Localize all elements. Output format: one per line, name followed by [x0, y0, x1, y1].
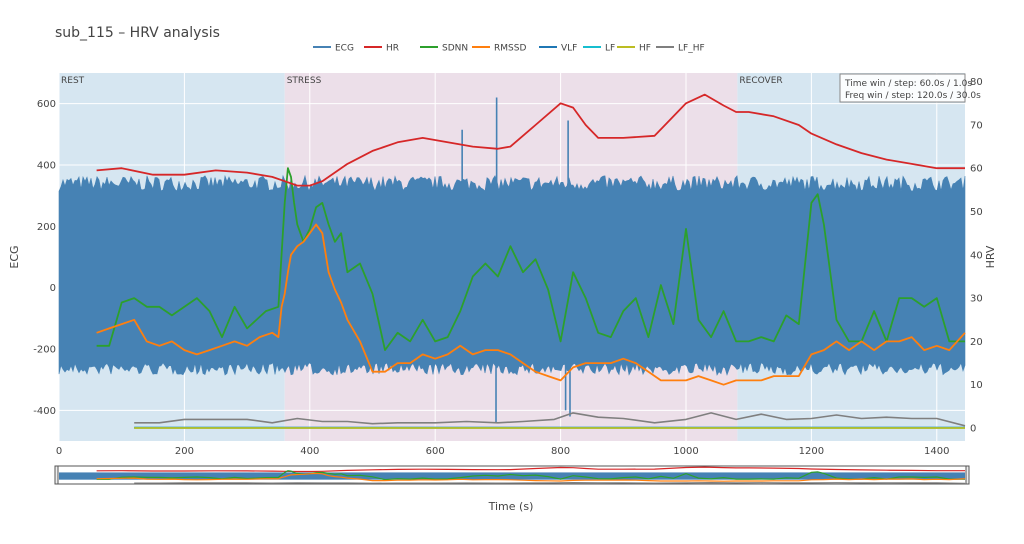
svg-text:VLF: VLF — [561, 44, 577, 54]
range-slider-lf-hf — [134, 481, 966, 484]
series-lf-hf — [134, 412, 966, 427]
x-tick-label: 1200 — [799, 446, 824, 457]
y-left-tick-label: -200 — [33, 345, 56, 356]
range-slider-sdnn — [96, 470, 965, 481]
x-tick-label: 200 — [175, 446, 194, 457]
phase-label-rest: REST — [61, 76, 85, 86]
annotation-line-2: Freq win / step: 120.0s / 30.0s — [845, 91, 981, 101]
phase-label-recover: RECOVER — [739, 76, 782, 86]
range-slider-rmssd — [96, 472, 966, 482]
y-right-tick-label: 10 — [970, 380, 983, 391]
x-tick-label: 1000 — [673, 446, 698, 457]
svg-text:LF: LF — [605, 44, 615, 54]
x-axis-label: Time (s) — [488, 500, 534, 513]
annotation-line-1: Time win / step: 60.0s / 1.0s — [844, 79, 972, 89]
legend-item-ecg[interactable]: ECG — [313, 44, 354, 54]
y-right-tick-label: 0 — [970, 424, 976, 435]
range-slider-left-handle[interactable] — [54, 465, 59, 485]
y-right-tick-label: 40 — [970, 250, 983, 261]
range-slider-right-handle[interactable] — [965, 465, 970, 485]
y-right-tick-label: 70 — [970, 120, 983, 131]
chart-title: sub_115 – HRV analysis — [55, 25, 220, 41]
y-left-tick-label: 600 — [37, 99, 56, 110]
y-axis-label-left: ECG — [8, 245, 21, 268]
y-left-tick-label: 200 — [37, 222, 56, 233]
legend-item-hf[interactable]: HF — [617, 44, 651, 54]
range-slider-hr — [96, 466, 965, 473]
window-annotation: Time win / step: 60.0s / 1.0s Freq win /… — [839, 73, 981, 103]
series-sdnn — [96, 167, 965, 351]
svg-text:HR: HR — [386, 44, 399, 54]
y-right-tick-label: 30 — [970, 294, 983, 305]
legend-item-vlf[interactable]: VLF — [539, 44, 577, 54]
plot-area[interactable]: REST STRESS RECOVER — [58, 73, 966, 441]
legend-item-hr[interactable]: HR — [364, 44, 399, 54]
y-left-tick-label: 0 — [50, 283, 56, 294]
series-hr — [96, 93, 965, 187]
svg-text:LF_HF: LF_HF — [678, 44, 705, 54]
y-axis-label-right: HRV — [984, 245, 997, 268]
range-slider-ecg — [59, 472, 965, 480]
legend-item-rmssd[interactable]: RMSSD — [472, 44, 526, 54]
ecg-band — [58, 174, 966, 376]
legend-item-lf-hf[interactable]: LF_HF — [656, 44, 705, 54]
svg-text:ECG: ECG — [335, 44, 354, 54]
y-left-tick-label: 400 — [37, 161, 56, 172]
range-slider[interactable] — [54, 465, 970, 485]
y-right-tick-label: 50 — [970, 207, 983, 218]
y-right-tick-label: 80 — [970, 77, 983, 88]
svg-text:HF: HF — [639, 44, 651, 54]
y-left-tick-label: -400 — [33, 406, 56, 417]
phase-label-stress: STRESS — [287, 76, 322, 86]
legend-item-lf[interactable]: LF — [583, 44, 615, 54]
svg-text:SDNN: SDNN — [442, 44, 468, 54]
legend-item-sdnn[interactable]: SDNN — [420, 44, 468, 54]
x-tick-label: 400 — [300, 446, 319, 457]
y-right-tick-label: 60 — [970, 164, 983, 175]
y-right-tick-label: 20 — [970, 337, 983, 348]
legend[interactable]: ECG HR SDNN RMSSD VLF LF HF LF_HF — [313, 44, 705, 54]
series-rmssd — [96, 223, 966, 386]
x-tick-label: 0 — [56, 446, 62, 457]
series-ecg — [58, 97, 966, 423]
x-tick-label: 600 — [426, 446, 445, 457]
x-tick-label: 800 — [551, 446, 570, 457]
svg-text:RMSSD: RMSSD — [494, 44, 526, 54]
x-tick-label: 1400 — [924, 446, 949, 457]
